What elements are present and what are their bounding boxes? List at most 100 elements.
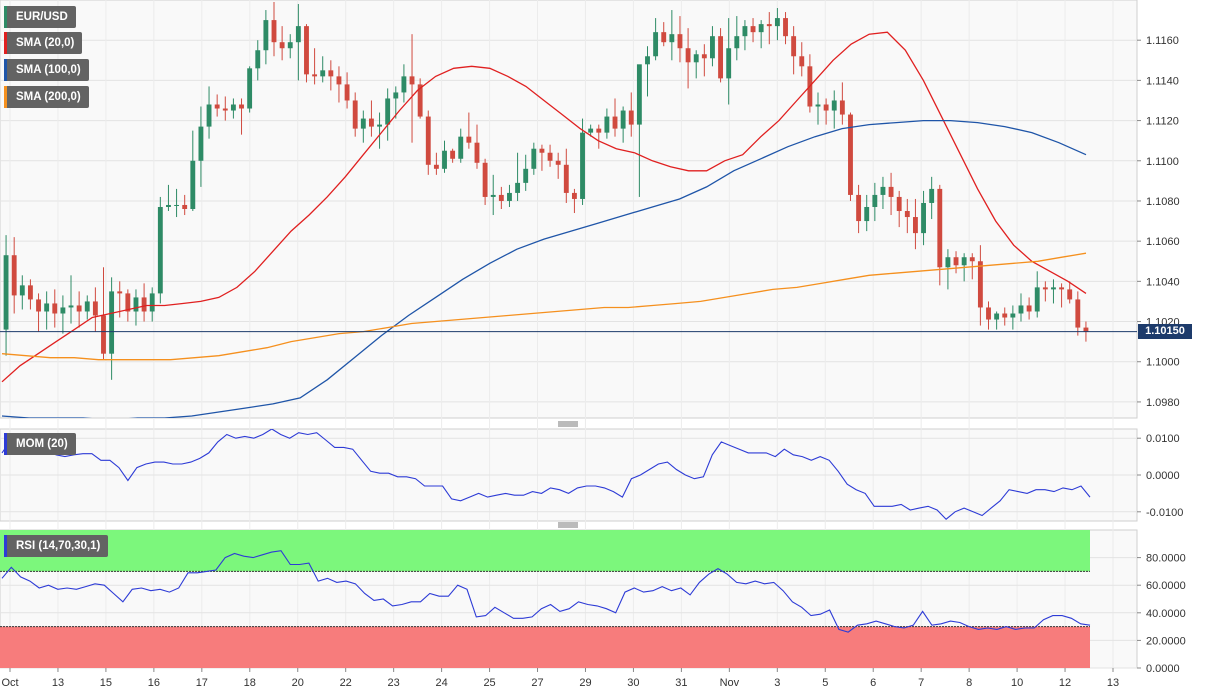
candle-body xyxy=(409,76,415,85)
candle-body xyxy=(312,74,318,77)
candle-body xyxy=(555,160,561,165)
price-tick-label: 1.0980 xyxy=(1146,397,1180,409)
candle-body xyxy=(44,303,50,312)
sma-20-color-swatch xyxy=(4,32,7,54)
candle-body xyxy=(76,305,82,312)
candle-body xyxy=(953,257,959,266)
time-tick-label: 5 xyxy=(822,677,828,689)
resize-handle-2[interactable] xyxy=(558,522,578,528)
candle-body xyxy=(904,211,910,218)
time-tick-label: 13 xyxy=(52,677,64,689)
candle-body xyxy=(442,150,447,169)
candle-body xyxy=(912,217,918,234)
sma-100-label: SMA (100,0) xyxy=(16,64,81,76)
candle-body xyxy=(929,188,935,203)
sma-200-color-swatch xyxy=(4,86,7,108)
candle-body xyxy=(125,293,131,312)
time-tick-label: Oct xyxy=(1,677,18,689)
candle-body xyxy=(1010,313,1016,318)
resize-handle-1[interactable] xyxy=(558,421,578,427)
rsi-line xyxy=(1,550,1091,633)
candle-body xyxy=(157,206,163,294)
time-tick-label: 27 xyxy=(531,677,543,689)
candle-body xyxy=(588,128,594,133)
candle-body xyxy=(385,98,391,125)
price-tick-label: 1.1060 xyxy=(1146,236,1180,248)
rsi-badge[interactable]: RSI (14,70,30,1) xyxy=(4,535,109,557)
candle-body xyxy=(166,204,171,207)
candle-body xyxy=(977,261,983,308)
time-tick-label: 29 xyxy=(579,677,591,689)
candle-body xyxy=(490,194,496,197)
mom-color-swatch xyxy=(4,433,7,455)
sma-200-badge[interactable]: SMA (200,0) xyxy=(4,86,89,108)
candle-body xyxy=(726,48,732,79)
price-tick-label: 1.1080 xyxy=(1146,196,1180,208)
instrument-color-swatch xyxy=(4,6,7,28)
candle-body xyxy=(11,255,17,296)
candle-body xyxy=(344,84,350,101)
time-tick-label: Nov xyxy=(720,677,740,689)
rsi-tick-label: 0.0000 xyxy=(1146,663,1180,675)
candle-body xyxy=(279,42,285,49)
rsi-tick-label: 20.0000 xyxy=(1146,635,1186,647)
candle-body xyxy=(498,194,504,201)
time-tick-label: 18 xyxy=(244,677,256,689)
price-tick-label: 1.1140 xyxy=(1146,75,1179,87)
candle-body xyxy=(198,126,204,161)
candle-body xyxy=(101,315,106,354)
candle-body xyxy=(774,18,780,27)
candle-body xyxy=(1002,313,1008,318)
candle-body xyxy=(328,70,334,77)
candle-body xyxy=(539,148,545,153)
time-tick-label: 10 xyxy=(1011,677,1023,689)
moving-averages xyxy=(1,31,1087,418)
mom-tick-label: 0.0000 xyxy=(1146,470,1180,482)
time-tick-label: 8 xyxy=(966,677,972,689)
time-tick-label: 31 xyxy=(675,677,687,689)
time-tick-label: 12 xyxy=(1059,677,1071,689)
candle-body xyxy=(425,116,431,165)
candle-body xyxy=(571,192,577,199)
time-tick-label: 17 xyxy=(196,677,208,689)
candle-body xyxy=(393,92,399,99)
price-tick-label: 1.1100 xyxy=(1146,156,1179,168)
instrument-badge[interactable]: EUR/USD xyxy=(4,6,76,28)
candle-body xyxy=(19,285,25,296)
candle-body xyxy=(377,124,382,127)
candle-body xyxy=(839,100,845,115)
main-panel-background xyxy=(0,0,1138,419)
sma-100-badge[interactable]: SMA (100,0) xyxy=(4,59,89,81)
candle-body xyxy=(52,303,58,314)
candle-body xyxy=(961,257,967,266)
mom-grid xyxy=(0,437,1137,513)
candle-body xyxy=(320,70,326,77)
candle-body xyxy=(620,110,626,129)
sma-20-badge[interactable]: SMA (20,0) xyxy=(4,32,83,54)
mom-tick-label: -0.0100 xyxy=(1146,507,1183,519)
rsi-zones xyxy=(0,530,1090,668)
rsi-axis: 80.0000 60.0000 40.0000 20.0000 0.0000 xyxy=(1137,553,1186,675)
candle-body xyxy=(239,104,244,109)
rsi-tick-label: 80.0000 xyxy=(1146,553,1186,565)
candle-body xyxy=(182,204,188,209)
sma-20-label: SMA (20,0) xyxy=(16,37,75,49)
candle-body xyxy=(230,104,236,111)
time-axis: Oct 13 15 16 17 18 20 22 23 24 25 27 29 30 31 Nov 3 5 6 7 8 1… xyxy=(1,668,1119,689)
candle-body xyxy=(214,104,220,109)
time-tick-label: 16 xyxy=(148,677,160,689)
rsi-oversold-zone xyxy=(0,626,1090,668)
rsi-overbought-zone xyxy=(0,530,1090,572)
price-tick-label: 1.1000 xyxy=(1146,357,1180,369)
candle-body xyxy=(523,168,529,183)
candle-body xyxy=(515,182,521,193)
candle-body xyxy=(1059,287,1065,290)
candle-body xyxy=(401,76,407,93)
mom-badge[interactable]: MOM (20) xyxy=(4,433,76,455)
mom-axis: 0.0100 0.0000 -0.0100 xyxy=(1137,433,1183,519)
candle-body xyxy=(856,194,862,222)
candle-body xyxy=(295,26,301,43)
candle-body xyxy=(60,307,66,314)
sma-20-line xyxy=(1,31,1087,383)
candle-body xyxy=(507,192,512,201)
